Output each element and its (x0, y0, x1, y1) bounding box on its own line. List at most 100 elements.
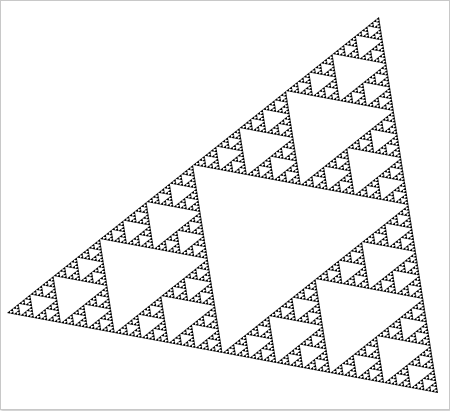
triangle-hole (347, 167, 351, 171)
triangle-hole (399, 166, 403, 170)
triangle-hole (295, 89, 300, 93)
triangle-hole (120, 328, 128, 335)
triangle-hole (161, 315, 165, 319)
triangle-hole (383, 171, 391, 178)
triangle-hole (185, 223, 190, 227)
triangle-hole (403, 195, 408, 199)
triangle-hole (234, 158, 238, 162)
triangle-hole (163, 247, 167, 251)
triangle-hole (409, 316, 414, 320)
triangle-hole (382, 331, 390, 338)
triangle-hole (398, 371, 403, 375)
triangle-hole (234, 343, 248, 356)
triangle-hole (104, 288, 108, 292)
triangle-hole (312, 361, 316, 364)
triangle-hole (59, 271, 67, 278)
triangle-hole (149, 199, 153, 203)
triangle-hole (257, 325, 271, 337)
triangle-hole (187, 195, 192, 199)
triangle-hole (203, 255, 208, 259)
triangle-hole (394, 222, 399, 226)
triangle-hole (222, 141, 229, 148)
triangle-hole (144, 230, 152, 236)
triangle-hole (143, 204, 147, 208)
triangle-hole (198, 220, 202, 224)
triangle-hole (395, 142, 399, 146)
triangle-hole (191, 298, 195, 302)
triangle-hole (399, 337, 404, 341)
triangle-hole (210, 296, 214, 300)
triangle-hole (404, 261, 418, 273)
triangle-hole (159, 324, 166, 330)
triangle-hole (360, 190, 368, 197)
triangle-hole (207, 278, 211, 282)
triangle-hole (371, 195, 375, 199)
triangle-hole (109, 237, 114, 241)
triangle-hole (222, 167, 227, 171)
triangle-hole (335, 157, 350, 169)
triangle-hole (245, 123, 253, 130)
triangle-hole (286, 156, 290, 160)
triangle-hole (45, 308, 60, 321)
triangle-hole (306, 180, 314, 187)
triangle-hole (339, 371, 344, 375)
triangle-hole (92, 297, 97, 301)
triangle-hole (335, 262, 340, 266)
triangle-hole (388, 286, 396, 293)
triangle-hole (392, 290, 396, 294)
triangle-hole (197, 214, 201, 218)
triangle-hole (228, 348, 236, 355)
triangle-hole (156, 326, 160, 330)
triangle-hole (204, 155, 219, 168)
triangle-hole (362, 96, 366, 100)
triangle-hole (416, 383, 424, 390)
triangle-hole (194, 322, 199, 326)
triangle-hole (390, 278, 395, 282)
triangle-hole (144, 210, 148, 214)
triangle-hole (143, 309, 151, 316)
triangle-hole (317, 185, 321, 189)
triangle-hole (224, 139, 229, 143)
triangle-hole (324, 357, 328, 361)
triangle-hole (54, 301, 58, 305)
triangle-hole (354, 274, 368, 287)
triangle-hole (174, 232, 178, 236)
triangle-hole (298, 318, 303, 322)
triangle-hole (400, 177, 405, 181)
triangle-hole (282, 107, 289, 114)
triangle-hole (101, 290, 109, 297)
triangle-hole (377, 361, 381, 365)
triangle-hole (196, 294, 201, 297)
triangle-hole (359, 349, 367, 356)
triangle-hole (294, 163, 298, 167)
triangle-hole (231, 346, 235, 349)
triangle-hole (41, 285, 56, 297)
triangle-hole (69, 276, 74, 280)
triangle-hole (413, 260, 418, 264)
triangle-hole (360, 84, 364, 88)
triangle-hole (132, 219, 137, 223)
triangle-hole (400, 172, 404, 175)
triangle-hole (192, 184, 197, 188)
triangle-hole (232, 351, 236, 355)
triangle-hole (191, 344, 196, 348)
triangle-hole (387, 380, 391, 384)
triangle-hole (260, 117, 265, 121)
triangle-hole (338, 280, 342, 284)
triangle-hole (263, 346, 268, 350)
triangle-hole (137, 208, 142, 212)
triangle-hole (291, 146, 295, 150)
triangle-hole (353, 143, 360, 150)
triangle-hole (377, 70, 382, 74)
triangle-hole (319, 368, 324, 372)
triangle-hole (278, 123, 292, 136)
triangle-hole (180, 228, 184, 232)
triangle-hole (413, 359, 420, 366)
triangle-hole (357, 87, 365, 93)
triangle-hole (274, 311, 282, 318)
triangle-hole (83, 324, 88, 328)
triangle-hole (171, 340, 175, 344)
triangle-hole (309, 72, 337, 96)
triangle-hole (177, 296, 181, 300)
triangle-hole (352, 368, 356, 372)
